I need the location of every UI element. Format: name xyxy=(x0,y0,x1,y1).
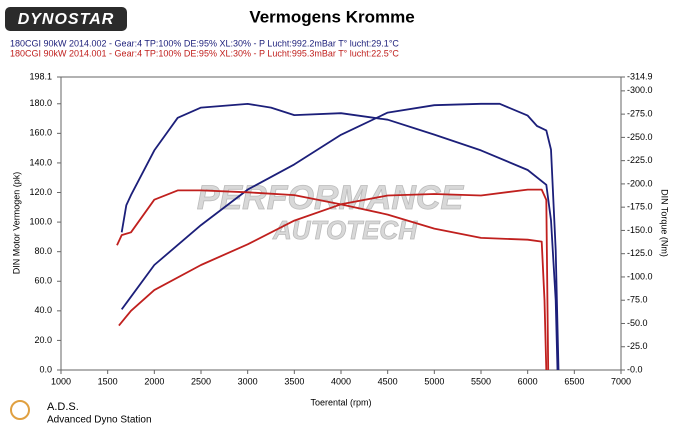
y2-tick-label: -300.0 xyxy=(627,85,653,95)
legend-entry: 180CGI 90kW 2014.001 - Gear:4 TP:100% DE… xyxy=(10,48,399,58)
y2-tick-label: -200.0 xyxy=(627,178,653,188)
x-tick-label: 5000 xyxy=(424,376,444,386)
x-tick-label: 2500 xyxy=(191,376,211,386)
y-tick-label: 100.0 xyxy=(29,216,52,226)
y2-tick-label: -75.0 xyxy=(627,295,648,305)
y-tick-label: 160.0 xyxy=(29,128,52,138)
x-tick-label: 3000 xyxy=(238,376,258,386)
y2-tick-label: -250.0 xyxy=(627,132,653,142)
x-tick-label: 2000 xyxy=(144,376,164,386)
y-tick-label: 20.0 xyxy=(34,335,52,345)
chart-title: Vermogens Kromme xyxy=(249,7,414,26)
x-tick-label: 6000 xyxy=(518,376,538,386)
x-tick-label: 1500 xyxy=(98,376,118,386)
legend-entry: 180CGI 90kW 2014.002 - Gear:4 TP:100% DE… xyxy=(10,38,399,48)
x-tick-label: 5500 xyxy=(471,376,491,386)
logo-box xyxy=(5,7,127,31)
x-axis-label: Toerental (rpm) xyxy=(310,397,371,407)
y2-tick-label: -225.0 xyxy=(627,155,653,165)
y2-tick-label: -100.0 xyxy=(627,271,653,281)
watermark: PERFORMANCE xyxy=(197,179,465,217)
y2-tick-label: -0.0 xyxy=(627,364,643,374)
y2-tick-label: -50.0 xyxy=(627,318,648,328)
y2-tick-label: -25.0 xyxy=(627,341,648,351)
watermark: AUTOTECH xyxy=(272,215,418,245)
x-tick-label: 3500 xyxy=(284,376,304,386)
y2-tick-label: -275.0 xyxy=(627,109,653,119)
footer-title: A.D.S. xyxy=(47,401,79,413)
series-line xyxy=(120,102,560,371)
y-tick-label: 180.0 xyxy=(29,98,52,108)
y2-axis-label: DIN Torque (Nm) xyxy=(660,189,670,257)
y2-tick-label: -125.0 xyxy=(627,248,653,258)
y2-tick-label: -150.0 xyxy=(627,225,653,235)
footer-subtitle: Advanced Dyno Station xyxy=(47,415,152,426)
series-line xyxy=(116,189,548,371)
y-tick-label: 40.0 xyxy=(34,305,52,315)
y-tick-label: 0.0 xyxy=(39,364,52,374)
series-line xyxy=(118,188,550,371)
x-tick-label: 4000 xyxy=(331,376,351,386)
y-tick-label: 60.0 xyxy=(34,276,52,286)
x-tick-label: 4500 xyxy=(378,376,398,386)
y-tick-label: 140.0 xyxy=(29,157,52,167)
footer-emblem xyxy=(10,400,30,420)
series-line xyxy=(120,103,559,371)
y-tick-label: 80.0 xyxy=(34,246,52,256)
y2-tick-label: -175.0 xyxy=(627,202,653,212)
x-tick-label: 1000 xyxy=(51,376,71,386)
y2-tick-label: -314.9 xyxy=(627,71,653,81)
logo: DYNOSTAR xyxy=(18,11,115,28)
x-tick-label: 7000 xyxy=(611,376,631,386)
y-tick-label: 120.0 xyxy=(29,187,52,197)
y-axis-label: DIN Motor Vermogen (pk) xyxy=(11,172,21,275)
x-tick-label: 6500 xyxy=(564,376,584,386)
y-tick-label: 198.1 xyxy=(29,71,52,81)
